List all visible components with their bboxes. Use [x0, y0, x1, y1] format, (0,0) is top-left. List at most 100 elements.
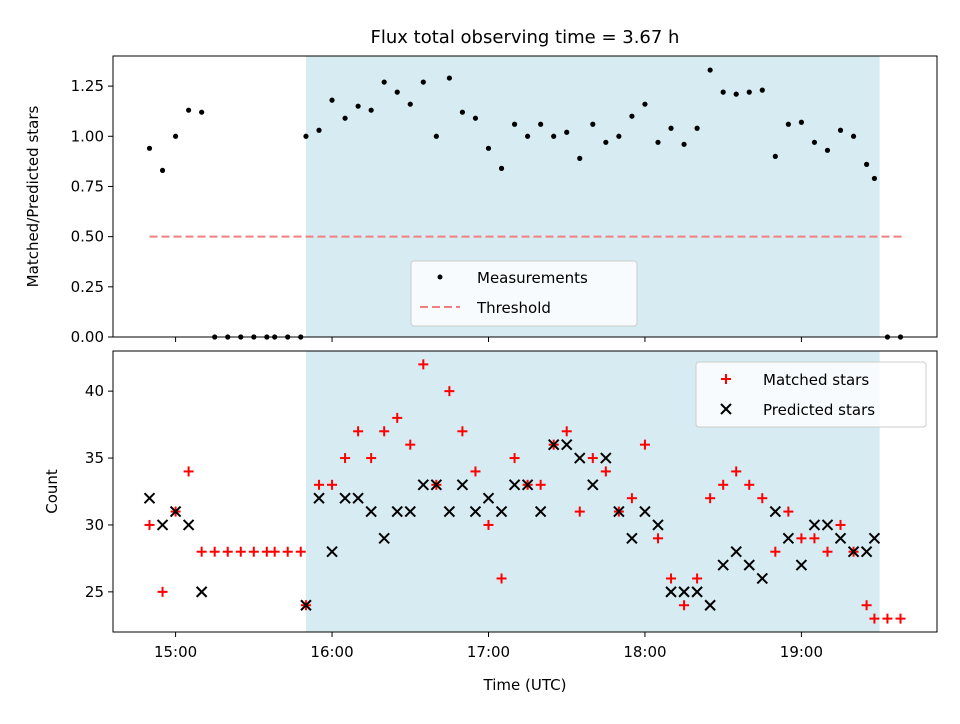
matched-star-point: [731, 466, 742, 477]
measurement-point: [655, 139, 661, 145]
measurement-point: [498, 165, 505, 171]
y-tick-label: 25: [85, 583, 104, 601]
legend-x-glyph: [720, 403, 732, 415]
measurement-point: [577, 155, 583, 161]
measurement-point: [525, 133, 531, 139]
legend-measurement-marker: [437, 274, 443, 280]
bottom-x-ticks: 15:00 16:00 17:00 18:00 19:00: [154, 632, 823, 661]
matched-star-point: [869, 613, 880, 624]
measurement-point: [681, 141, 687, 147]
x-tick-label: 17:00: [467, 643, 510, 661]
matched-star-point: [639, 439, 650, 450]
predicted-star-point: [665, 586, 677, 598]
predicted-star-point: [860, 546, 873, 558]
count-points: [143, 359, 906, 624]
matched-star-point: [418, 359, 429, 370]
measurement-point: [603, 139, 609, 145]
matched-star-point: [444, 386, 455, 397]
matched-star-point: [561, 426, 572, 437]
predicted-star-point: [574, 452, 586, 464]
predicted-star-point: [378, 532, 390, 545]
matched-star-point: [196, 546, 207, 557]
predicted-star-point: [430, 479, 443, 491]
predicted-star-point: [547, 438, 560, 451]
predicted-star-point: [613, 505, 625, 518]
measurement-point: [759, 87, 765, 93]
predicted-star-point: [769, 505, 782, 518]
chart-title: Flux total observing time = 3.67 h: [371, 27, 680, 48]
y-tick-label: 0.00: [71, 328, 104, 346]
predicted-star-point: [534, 505, 547, 518]
predicted-star-point: [868, 532, 881, 545]
matched-star-point: [379, 426, 390, 437]
legend-measurements-label: Measurements: [477, 269, 588, 287]
measurement-point: [420, 79, 426, 85]
matched-star-point: [209, 546, 220, 557]
predicted-star-point: [326, 546, 338, 558]
measurement-point: [707, 67, 713, 73]
x-tick-label: 16:00: [310, 643, 353, 661]
predicted-star-point: [521, 479, 534, 491]
measurement-point: [446, 75, 452, 81]
predicted-star-point: [834, 532, 847, 545]
top-x-ticks: [175, 337, 802, 342]
measurement-point: [342, 115, 348, 121]
predicted-star-point: [652, 519, 664, 531]
y-tick-label: 0.25: [71, 278, 104, 296]
matched-star-point: [705, 493, 716, 504]
top-plot-frame: [112, 55, 938, 338]
measurement-point: [472, 115, 479, 121]
matched-star-point: [718, 479, 729, 490]
matched-star-point: [652, 533, 663, 544]
measurement-point: [811, 139, 818, 145]
measurement-point: [368, 107, 374, 113]
measurement-point: [186, 107, 192, 113]
measurement-point: [407, 101, 413, 107]
measurement-point: [485, 145, 492, 151]
predicted-star-point: [182, 519, 195, 531]
measurement-point: [146, 145, 153, 151]
matched-star-point: [835, 519, 846, 530]
predicted-star-point: [156, 519, 169, 531]
legend-plus-glyph: [721, 374, 731, 384]
measurement-point: [329, 97, 335, 103]
matched-star-point: [535, 479, 546, 490]
top-panel: 0.00 0.25 0.50 0.75 1.00 1.25 Matched/Predict…: [24, 55, 938, 346]
predicted-star-point: [417, 479, 430, 491]
predicted-star-point: [313, 492, 325, 504]
measurement-point: [863, 161, 870, 167]
bottom-panel: 25 30 35 40 15:00 16:00 17:00 18:00 19:00 Count…: [43, 350, 938, 694]
top-legend: Measurements Threshold: [410, 260, 638, 327]
predicted-star-point: [300, 599, 312, 611]
predicted-star-point: [717, 559, 729, 571]
predicted-star-point: [782, 532, 795, 545]
bottom-legend: Matched stars Predicted stars: [695, 361, 927, 428]
measurement-point: [733, 91, 739, 97]
measurement-point: [355, 103, 361, 109]
matched-star-point: [295, 546, 306, 557]
predicted-star-point: [495, 505, 508, 518]
measurement-point: [798, 119, 805, 125]
predicted-star-point: [508, 479, 521, 491]
predicted-star-point: [730, 546, 742, 558]
top-y-ticks: 0.00 0.25 0.50 0.75 1.00 1.25: [71, 77, 113, 346]
matched-star-point: [626, 493, 637, 504]
measurement-point: [746, 89, 752, 95]
predicted-star-point: [795, 559, 808, 571]
measurement-point: [564, 129, 570, 135]
predicted-star-point: [808, 519, 821, 531]
predicted-star-point: [391, 505, 403, 518]
x-axis-label: Time (UTC): [483, 676, 567, 694]
x-tick-label: 15:00: [154, 643, 197, 661]
measurement-point: [381, 79, 387, 85]
predicted-star-point: [756, 572, 768, 585]
predicted-star-point: [821, 519, 834, 531]
measurement-point: [511, 121, 518, 127]
predicted-star-point: [639, 505, 651, 518]
measurement-point: [694, 125, 700, 131]
matched-star-point: [183, 466, 194, 477]
predicted-star-point: [561, 438, 573, 451]
matched-star-point: [895, 613, 906, 624]
x-tick-label: 19:00: [780, 643, 823, 661]
